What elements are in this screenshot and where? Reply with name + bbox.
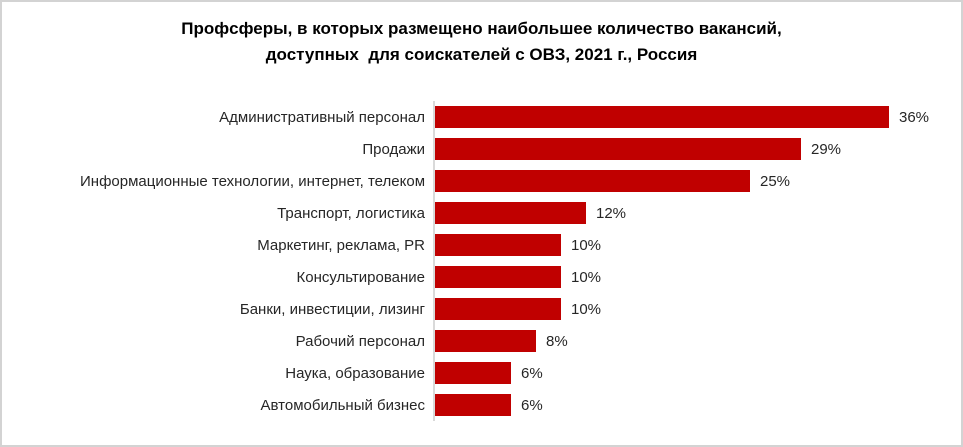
category-label: Продажи bbox=[362, 140, 425, 158]
bar-row: Административный персонал 36% bbox=[2, 101, 961, 133]
value-label: 6% bbox=[521, 364, 543, 382]
bar-row: Банки, инвестиции, лизинг 10% bbox=[2, 293, 961, 325]
value-label: 10% bbox=[571, 236, 602, 254]
category-label: Транспорт, логистика bbox=[277, 204, 425, 222]
bar bbox=[435, 106, 889, 128]
category-axis-cell: 36% bbox=[433, 101, 961, 133]
category-label: Консультирование bbox=[296, 268, 425, 286]
category-label: Автомобильный бизнес bbox=[260, 396, 425, 414]
category-axis-cell: 29% bbox=[433, 133, 961, 165]
value-label: 10% bbox=[571, 268, 602, 286]
category-axis-cell: 10% bbox=[433, 293, 961, 325]
value-label: 29% bbox=[811, 140, 842, 158]
bar bbox=[435, 330, 536, 352]
value-label: 25% bbox=[760, 172, 791, 190]
category-axis-cell: 10% bbox=[433, 261, 961, 293]
bar-row: Продажи 29% bbox=[2, 133, 961, 165]
bar bbox=[435, 394, 511, 416]
bar-row: Наука, образование 6% bbox=[2, 357, 961, 389]
category-axis-cell: 8% bbox=[433, 325, 961, 357]
value-label: 10% bbox=[571, 300, 602, 318]
category-label: Банки, инвестиции, лизинг bbox=[239, 300, 425, 318]
category-axis-cell: 10% bbox=[433, 229, 961, 261]
value-label: 12% bbox=[596, 204, 627, 222]
bar bbox=[435, 202, 586, 224]
category-axis-cell: 25% bbox=[433, 165, 961, 197]
category-label: Наука, образование bbox=[285, 364, 425, 382]
value-label: 8% bbox=[546, 332, 568, 350]
category-label: Информационные технологии, интернет, тел… bbox=[80, 172, 425, 190]
bar-row: Автомобильный бизнес 6% bbox=[2, 389, 961, 421]
bar bbox=[435, 138, 801, 160]
category-axis-cell: 6% bbox=[433, 389, 961, 421]
category-label: Маркетинг, реклама, PR bbox=[257, 236, 425, 254]
bar-row: Маркетинг, реклама, PR 10% bbox=[2, 229, 961, 261]
bar-row: Информационные технологии, интернет, тел… bbox=[2, 165, 961, 197]
bar-row: Консультирование 10% bbox=[2, 261, 961, 293]
bar bbox=[435, 362, 511, 384]
chart-title-line-2: доступных для соискателей с ОВЗ, 2021 г.… bbox=[265, 45, 698, 64]
value-label: 36% bbox=[899, 108, 930, 126]
chart-title: Профсферы, в которых размещено наибольше… bbox=[2, 16, 961, 68]
category-label: Административный персонал bbox=[219, 108, 425, 126]
value-label: 6% bbox=[521, 396, 543, 414]
category-axis-cell: 6% bbox=[433, 357, 961, 389]
bar-row: Транспорт, логистика 12% bbox=[2, 197, 961, 229]
bar bbox=[435, 170, 750, 192]
category-label: Рабочий персонал bbox=[295, 332, 425, 350]
plot-area: Административный персонал 36% Продажи 29… bbox=[2, 101, 961, 421]
chart-title-line-1: Профсферы, в которых размещено наибольше… bbox=[181, 19, 782, 38]
bar bbox=[435, 298, 561, 320]
bar bbox=[435, 266, 561, 288]
bar-row: Рабочий персонал 8% bbox=[2, 325, 961, 357]
bar bbox=[435, 234, 561, 256]
category-axis-cell: 12% bbox=[433, 197, 961, 229]
